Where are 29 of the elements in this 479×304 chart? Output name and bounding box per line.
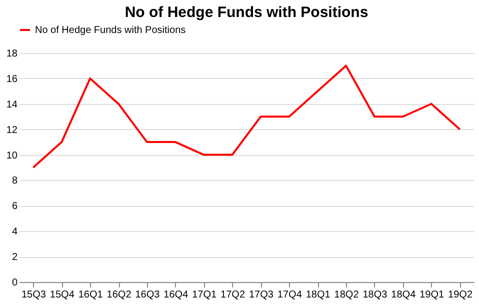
- y-tick-label: 0: [12, 278, 18, 288]
- line-series: [32, 64, 461, 168]
- x-tick-label: 16Q4: [164, 290, 189, 300]
- x-tick-label: 15Q4: [50, 290, 75, 300]
- y-tick-label: 8: [12, 176, 18, 187]
- y-tick-label: 4: [12, 226, 18, 238]
- x-tick-label: 17Q1: [192, 290, 218, 300]
- x-tick-label: 18Q2: [334, 290, 360, 300]
- y-tick-label: 6: [12, 201, 18, 212]
- x-tick-label: 16Q2: [106, 290, 132, 300]
- y-tick-label: 10: [6, 150, 18, 162]
- x-tick-label: 16Q1: [78, 290, 104, 300]
- x-tick-label: 18Q4: [391, 290, 416, 300]
- y-tick-label: 14: [6, 99, 18, 110]
- y-tick-label: 16: [6, 74, 18, 85]
- y-tick-label: 12: [6, 124, 18, 136]
- x-tick-label: 18Q3: [362, 290, 388, 300]
- x-tick-label: 18Q1: [306, 290, 331, 300]
- x-tick-label: 17Q4: [277, 290, 302, 300]
- legend-label: No of Hedge Funds with Positions: [35, 25, 186, 36]
- x-tick-label: 17Q3: [248, 290, 274, 300]
- y-tick-label: 18: [6, 48, 18, 60]
- chart-title: No of Hedge Funds with Positions: [124, 4, 368, 21]
- y-tick-label: 2: [12, 252, 18, 264]
- x-tick-label: 19Q1: [420, 290, 445, 300]
- x-tick-label: 17Q2: [220, 290, 246, 300]
- x-tick-label: 16Q3: [135, 290, 160, 300]
- x-tick-label: 19Q2: [448, 290, 473, 300]
- x-tick-label: 15Q3: [21, 290, 46, 300]
